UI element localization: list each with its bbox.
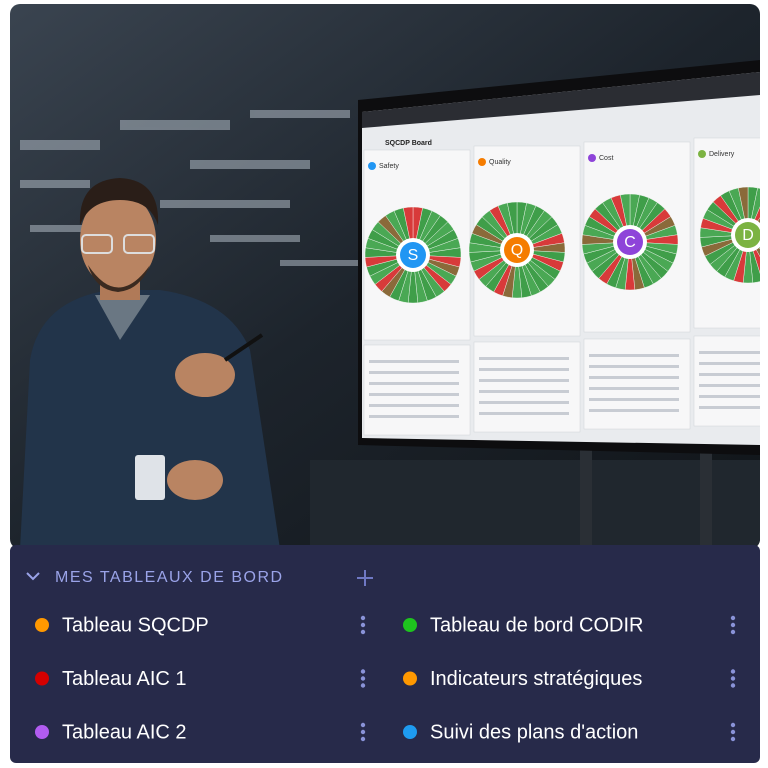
monitor-stand [700,440,712,549]
panel-label: Quality [489,159,511,166]
add-button[interactable] [357,570,373,586]
action-list [363,344,471,436]
more-menu-dot[interactable] [730,622,736,628]
panel-label: Delivery [709,151,735,158]
dashboard-name[interactable]: Tableau SQCDP [62,614,209,636]
action-row [369,415,459,418]
action-list [583,338,691,430]
presenter [20,178,280,549]
more-menu-dot[interactable] [360,669,366,674]
wheel-letter: Q [511,242,523,259]
wheel-letter: D [742,227,754,244]
dashboard-name[interactable]: Tableau de bord CODIR [430,614,643,636]
action-row [699,362,760,365]
more-menu-dot[interactable] [360,729,366,735]
wheel-badge [504,237,530,263]
action-list [693,335,760,427]
wheel-badge [617,229,643,255]
action-row [479,390,569,393]
action-row [589,398,679,401]
action-row [479,412,569,415]
more-menu-dot[interactable] [730,629,736,635]
more-menu-dot[interactable] [360,622,366,628]
more-menu-dot[interactable] [730,729,736,735]
action-row [479,379,569,382]
more-menu-dot[interactable] [360,629,366,635]
more-menu-dot[interactable] [360,722,366,728]
action-row [369,360,459,363]
more-menu-dot[interactable] [360,683,366,688]
action-list [473,341,581,433]
action-row [479,401,569,404]
wheel-badge [735,222,760,248]
action-row [589,376,679,379]
panel-icon [368,162,376,170]
status-dot [35,725,49,739]
more-menu-dot[interactable] [730,683,736,688]
more-menu-dot[interactable] [360,736,366,742]
action-row [699,395,760,398]
panel-label: Safety [379,163,399,170]
action-row [369,382,459,385]
dashboard-name[interactable]: Suivi des plans d'action [430,721,638,743]
dashboard-name[interactable]: Indicateurs stratégiques [430,668,642,690]
more-menu-dot[interactable] [360,676,366,681]
action-row [699,384,760,387]
action-row [479,357,569,360]
more-menu-dot[interactable] [360,615,366,621]
collapse-chevron[interactable] [26,572,40,581]
more-menu-dot[interactable] [730,676,736,681]
action-row [699,373,760,376]
section-title: MES TABLEAUX DE BORD [55,569,284,586]
status-dot [403,618,417,632]
action-row [589,387,679,390]
action-row [589,365,679,368]
wheel-letter: S [408,247,419,264]
dashboard-panels: Safety S Quality Q Cost C Delivery D [363,137,760,436]
status-dot [35,671,49,686]
more-menu-dot[interactable] [730,615,736,621]
photo: SQCDP Board Safety S Quality Q Cost C Delivery… [10,4,760,549]
more-menu-dot[interactable] [730,736,736,742]
more-menu-dot[interactable] [730,669,736,674]
action-row [479,368,569,371]
dashboard-name[interactable]: Tableau AIC 2 [62,721,187,743]
panel-icon [478,158,486,166]
monitor-stand [580,440,592,549]
action-row [589,409,679,412]
more-menu-dot[interactable] [730,722,736,728]
board-title: SQCDP Board [385,140,432,147]
wheel-badge [400,242,426,268]
panel-icon [588,154,596,162]
wheel-letter: C [624,234,636,251]
action-row [369,404,459,407]
panel-icon [698,150,706,158]
status-dot [403,725,417,739]
action-row [369,393,459,396]
panel-label: Cost [599,155,613,162]
background-desks [310,460,760,549]
status-dot [403,671,417,686]
action-row [699,406,760,409]
action-row [589,354,679,357]
ceiling-lights [20,110,360,266]
status-dot [35,618,49,632]
dashboard-name[interactable]: Tableau AIC 1 [62,668,187,690]
action-row [699,351,760,354]
sidebar-panel [10,545,760,763]
action-row [369,371,459,374]
dashboard-list: Tableau SQCDP Tableau de bord CODIR Tablea… [35,614,736,743]
